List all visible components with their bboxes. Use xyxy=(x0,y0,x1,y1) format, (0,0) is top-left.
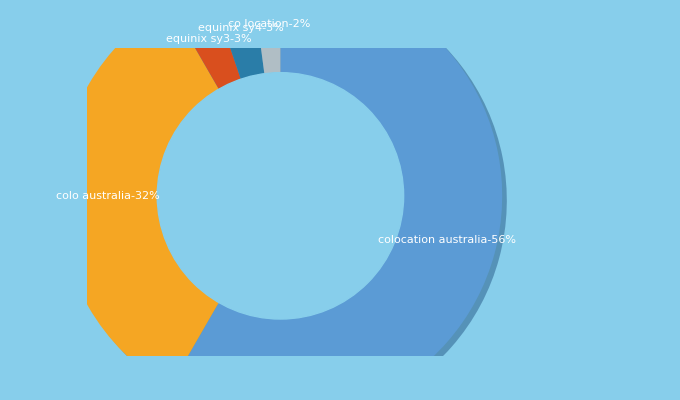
Text: co location-2%: co location-2% xyxy=(228,19,310,29)
Circle shape xyxy=(162,77,408,324)
Text: equinix sy4-3%: equinix sy4-3% xyxy=(199,23,284,33)
Wedge shape xyxy=(252,0,280,74)
Wedge shape xyxy=(169,0,503,400)
Wedge shape xyxy=(256,0,285,78)
Wedge shape xyxy=(209,0,265,79)
Wedge shape xyxy=(174,0,507,400)
Circle shape xyxy=(157,73,404,319)
Text: colocation australia-56%: colocation australia-56% xyxy=(378,236,516,246)
Wedge shape xyxy=(58,4,219,388)
Wedge shape xyxy=(174,0,245,94)
Wedge shape xyxy=(169,0,241,89)
Text: equinix sy3-3%: equinix sy3-3% xyxy=(167,34,252,44)
Text: colo australia-32%: colo australia-32% xyxy=(56,191,160,201)
Wedge shape xyxy=(63,8,224,392)
Wedge shape xyxy=(214,0,269,84)
